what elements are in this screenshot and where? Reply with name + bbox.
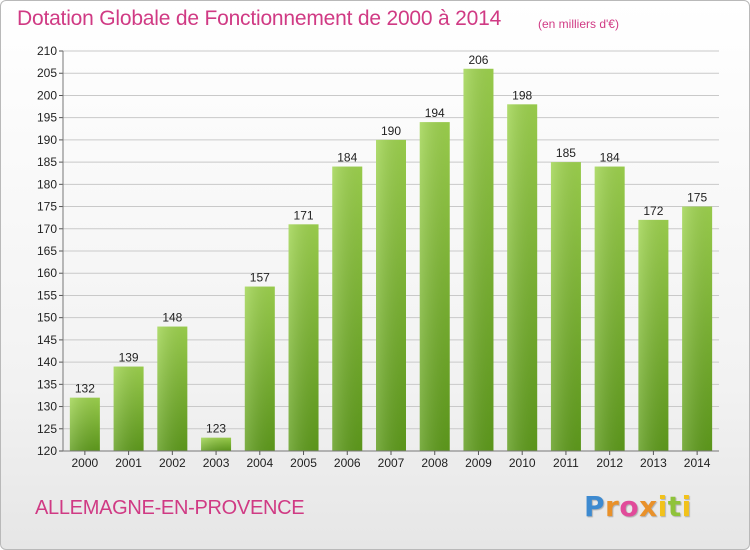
y-tick-label: 210 [37, 44, 57, 58]
bar-shade-2009 [463, 68, 494, 452]
bar-shade-2006 [332, 166, 363, 452]
x-tick-label-2001: 2001 [115, 456, 142, 470]
y-axis: 120 125 130 135 140 145 150 155 160 165 170 175 180 1… [37, 44, 64, 458]
bar-shade-2007 [376, 139, 406, 451]
chart-title: Dotation Globale de Fonctionnement de 20… [17, 7, 502, 30]
y-tick-label: 145 [37, 333, 57, 347]
value-label-2004: 157 [250, 271, 270, 285]
y-tick-label: 140 [37, 355, 57, 369]
value-label-2001: 139 [119, 351, 139, 365]
y-tick-label: 155 [37, 288, 57, 302]
bar-shade-2010 [507, 104, 538, 451]
value-label-2008: 194 [425, 106, 445, 120]
value-label-2003: 123 [206, 422, 226, 436]
y-tick-label: 165 [37, 244, 57, 258]
x-axis: 2000 2001 2002 2003 2004 2005 2006 2007 2008 2009… [63, 450, 719, 470]
bar-shade-2001 [113, 366, 144, 451]
y-tick-label: 160 [37, 266, 57, 280]
y-tick-label: 190 [37, 133, 57, 147]
bar-shade-2012 [594, 166, 625, 452]
y-tick-label: 195 [37, 111, 57, 125]
value-label-2009: 206 [468, 53, 488, 67]
x-tick-label-2010: 2010 [509, 456, 536, 470]
bar-shade-2004 [244, 286, 275, 451]
value-label-2010: 198 [512, 88, 532, 102]
x-tick-label-2008: 2008 [421, 456, 448, 470]
bars: 132 139 148 123 157 171 184 190 194 206 198 185 184 1… [69, 53, 713, 452]
bar-shade-2008 [419, 122, 450, 451]
x-tick-label-2005: 2005 [290, 456, 317, 470]
x-tick-label-2004: 2004 [246, 456, 273, 470]
x-tick-label-2000: 2000 [72, 456, 99, 470]
value-label-2005: 171 [294, 208, 314, 222]
y-tick-label: 150 [37, 311, 57, 325]
x-tick-label-2013: 2013 [640, 456, 667, 470]
y-tick-label: 120 [37, 444, 57, 458]
y-tick-label: 175 [37, 200, 57, 214]
x-tick-label-2002: 2002 [159, 456, 186, 470]
y-tick-label: 135 [37, 377, 57, 391]
value-label-2011: 185 [556, 146, 576, 160]
x-tick-label-2014: 2014 [684, 456, 711, 470]
proxiti-logo[interactable]: Proxiti [584, 490, 692, 523]
value-label-2014: 175 [687, 191, 707, 205]
value-label-2012: 184 [600, 151, 620, 165]
y-tick-label: 125 [37, 422, 57, 436]
commune-name: ALLEMAGNE-EN-PROVENCE [35, 497, 305, 519]
value-label-2007: 190 [381, 124, 401, 138]
x-tick-label-2007: 2007 [378, 456, 405, 470]
bar-shade-2013 [638, 219, 669, 451]
y-tick-label: 130 [37, 400, 57, 414]
bar-shade-2003 [201, 437, 232, 451]
value-label-2006: 184 [337, 151, 357, 165]
y-tick-label: 200 [37, 88, 57, 102]
bar-shade-2000 [69, 397, 100, 451]
y-tick-label: 185 [37, 155, 57, 169]
x-tick-label-2011: 2011 [553, 456, 579, 470]
y-tick-label: 205 [37, 66, 57, 80]
bar-shade-2011 [550, 162, 581, 451]
x-tick-label-2003: 2003 [203, 456, 230, 470]
bar-shade-2005 [288, 224, 319, 451]
x-tick-label-2012: 2012 [596, 456, 623, 470]
value-label-2013: 172 [643, 204, 663, 218]
y-tick-label: 170 [37, 222, 57, 236]
x-tick-label-2006: 2006 [334, 456, 361, 470]
value-label-2002: 148 [162, 311, 182, 325]
bar-shade-2002 [157, 326, 188, 451]
y-tick-label: 180 [37, 177, 57, 191]
chart-subtitle: (en milliers d'€) [538, 17, 619, 31]
x-tick-label-2009: 2009 [465, 456, 492, 470]
bar-shade-2014 [682, 206, 713, 451]
value-label-2000: 132 [75, 382, 95, 396]
